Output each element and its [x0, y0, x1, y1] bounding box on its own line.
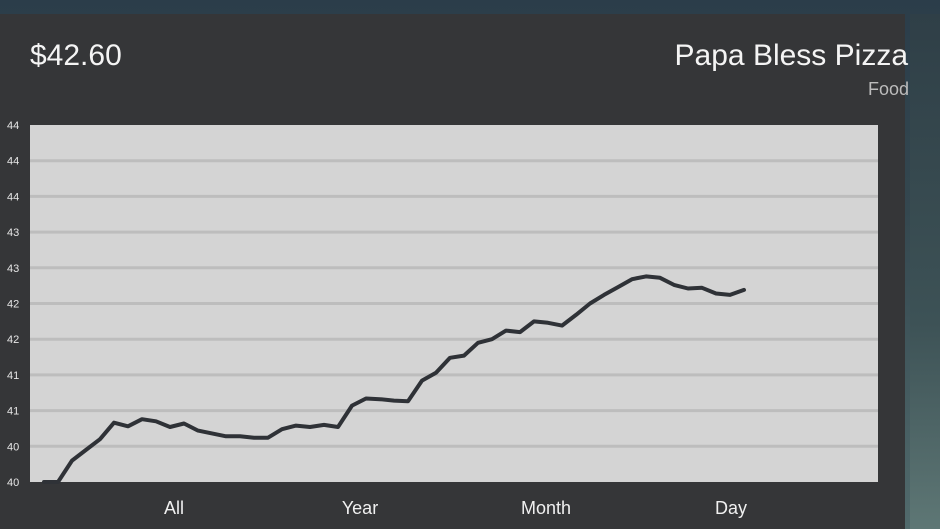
y-tick-label: 43	[7, 263, 19, 275]
stock-name: Papa Bless Pizza	[674, 39, 908, 72]
y-tick-label: 41	[7, 370, 19, 382]
y-tick-label: 41	[7, 406, 19, 418]
range-button-all[interactable]: All	[164, 498, 184, 518]
current-price: $42.60	[30, 39, 122, 72]
adjacent-panel	[910, 14, 940, 529]
range-button-year[interactable]: Year	[342, 498, 378, 518]
y-tick-label: 42	[7, 334, 19, 346]
y-tick-label: 40	[7, 477, 19, 489]
y-tick-label: 43	[7, 227, 19, 239]
range-button-day[interactable]: Day	[715, 498, 747, 518]
y-tick-label: 40	[7, 441, 19, 453]
y-tick-label: 44	[7, 191, 19, 203]
y-tick-label: 44	[7, 120, 19, 132]
stock-category: Food	[867, 79, 909, 99]
y-tick-label: 44	[7, 156, 19, 168]
range-button-month[interactable]: Month	[521, 498, 571, 518]
y-tick-label: 42	[7, 299, 19, 311]
series-line-price	[42, 274, 746, 484]
